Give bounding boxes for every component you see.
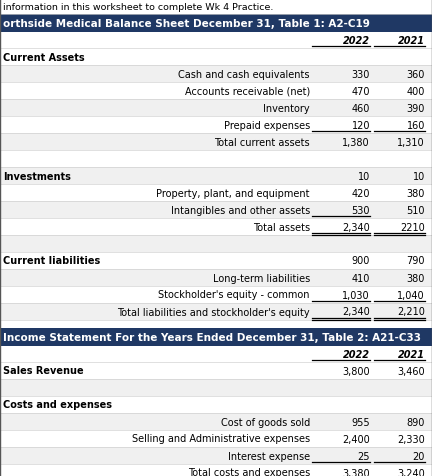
Bar <box>0 430 432 447</box>
Bar <box>0 151 432 168</box>
Bar <box>0 303 432 320</box>
Text: Total current assets: Total current assets <box>214 137 310 147</box>
Text: 360: 360 <box>407 69 425 79</box>
Bar <box>0 201 432 218</box>
Text: orthside Medical Balance Sheet December 31, Table 1: A2-C19: orthside Medical Balance Sheet December … <box>3 19 370 29</box>
Bar <box>0 346 432 362</box>
Text: 3,380: 3,380 <box>343 467 370 476</box>
Text: 955: 955 <box>351 416 370 426</box>
Bar <box>0 66 432 83</box>
Text: 2,400: 2,400 <box>342 434 370 444</box>
Text: Income Statement For the Years Ended December 31, Table 2: A21-C33: Income Statement For the Years Ended Dec… <box>3 332 421 342</box>
Text: 10: 10 <box>358 171 370 181</box>
Bar <box>0 269 432 287</box>
Text: 120: 120 <box>352 120 370 130</box>
Bar <box>0 83 432 100</box>
Bar <box>0 287 432 303</box>
Bar <box>0 447 432 464</box>
Text: 2022: 2022 <box>343 36 370 46</box>
Text: 2,340: 2,340 <box>342 222 370 232</box>
Text: Stockholder's equity - common: Stockholder's equity - common <box>159 290 310 300</box>
Text: 400: 400 <box>407 86 425 96</box>
Text: 470: 470 <box>352 86 370 96</box>
Text: Current liabilities: Current liabilities <box>3 256 100 266</box>
Bar <box>0 49 432 66</box>
Text: 460: 460 <box>352 103 370 113</box>
Text: 420: 420 <box>352 188 370 198</box>
Text: 1,040: 1,040 <box>397 290 425 300</box>
Text: 890: 890 <box>407 416 425 426</box>
Bar <box>0 320 432 328</box>
Text: 2022: 2022 <box>343 349 370 359</box>
Text: 160: 160 <box>407 120 425 130</box>
Text: 25: 25 <box>358 451 370 461</box>
Text: 2,330: 2,330 <box>397 434 425 444</box>
Bar <box>0 236 432 252</box>
Bar <box>0 379 432 396</box>
Text: information in this worksheet to complete Wk 4 Practice.: information in this worksheet to complet… <box>3 3 273 12</box>
Text: Prepaid expenses: Prepaid expenses <box>224 120 310 130</box>
Text: Cash and cash equivalents: Cash and cash equivalents <box>178 69 310 79</box>
Text: Accounts receivable (net): Accounts receivable (net) <box>185 86 310 96</box>
Text: 510: 510 <box>407 205 425 215</box>
Text: 1,380: 1,380 <box>343 137 370 147</box>
Text: 3,460: 3,460 <box>397 366 425 376</box>
Text: Investments: Investments <box>3 171 71 181</box>
Bar <box>0 362 432 379</box>
Bar <box>0 218 432 236</box>
Text: 3,240: 3,240 <box>397 467 425 476</box>
Text: 330: 330 <box>352 69 370 79</box>
Bar <box>0 100 432 117</box>
Text: Selling and Administrative expenses: Selling and Administrative expenses <box>132 434 310 444</box>
Bar <box>0 252 432 269</box>
Bar <box>0 117 432 134</box>
Text: Costs and expenses: Costs and expenses <box>3 400 112 410</box>
Text: 1,310: 1,310 <box>397 137 425 147</box>
Text: 380: 380 <box>407 273 425 283</box>
Text: 2,340: 2,340 <box>342 307 370 317</box>
Text: Total costs and expenses: Total costs and expenses <box>188 467 310 476</box>
Text: 530: 530 <box>352 205 370 215</box>
Text: 10: 10 <box>413 171 425 181</box>
Text: 790: 790 <box>407 256 425 266</box>
Text: Intangibles and other assets: Intangibles and other assets <box>171 205 310 215</box>
Bar <box>0 168 432 185</box>
Text: 20: 20 <box>413 451 425 461</box>
Text: Current Assets: Current Assets <box>3 52 85 62</box>
Text: Sales Revenue: Sales Revenue <box>3 366 84 376</box>
Text: 410: 410 <box>352 273 370 283</box>
Bar <box>0 134 432 151</box>
Text: 2210: 2210 <box>400 222 425 232</box>
Text: 2021: 2021 <box>398 349 425 359</box>
Text: Property, plant, and equipment: Property, plant, and equipment <box>156 188 310 198</box>
Bar <box>0 185 432 201</box>
Text: Long-term liabilities: Long-term liabilities <box>213 273 310 283</box>
Text: 2021: 2021 <box>398 36 425 46</box>
Text: 2,210: 2,210 <box>397 307 425 317</box>
Bar <box>0 0 432 15</box>
Bar <box>0 328 432 346</box>
Text: 1,030: 1,030 <box>343 290 370 300</box>
Text: Inventory: Inventory <box>264 103 310 113</box>
Text: 3,800: 3,800 <box>343 366 370 376</box>
Bar <box>0 464 432 476</box>
Bar <box>0 33 432 49</box>
Text: 390: 390 <box>407 103 425 113</box>
Bar <box>0 396 432 413</box>
Text: 380: 380 <box>407 188 425 198</box>
Text: Interest expense: Interest expense <box>228 451 310 461</box>
Bar <box>0 413 432 430</box>
Bar <box>0 15 432 33</box>
Text: Total liabilities and stockholder's equity: Total liabilities and stockholder's equi… <box>118 307 310 317</box>
Text: Total assets: Total assets <box>253 222 310 232</box>
Text: 900: 900 <box>352 256 370 266</box>
Text: Cost of goods sold: Cost of goods sold <box>221 416 310 426</box>
